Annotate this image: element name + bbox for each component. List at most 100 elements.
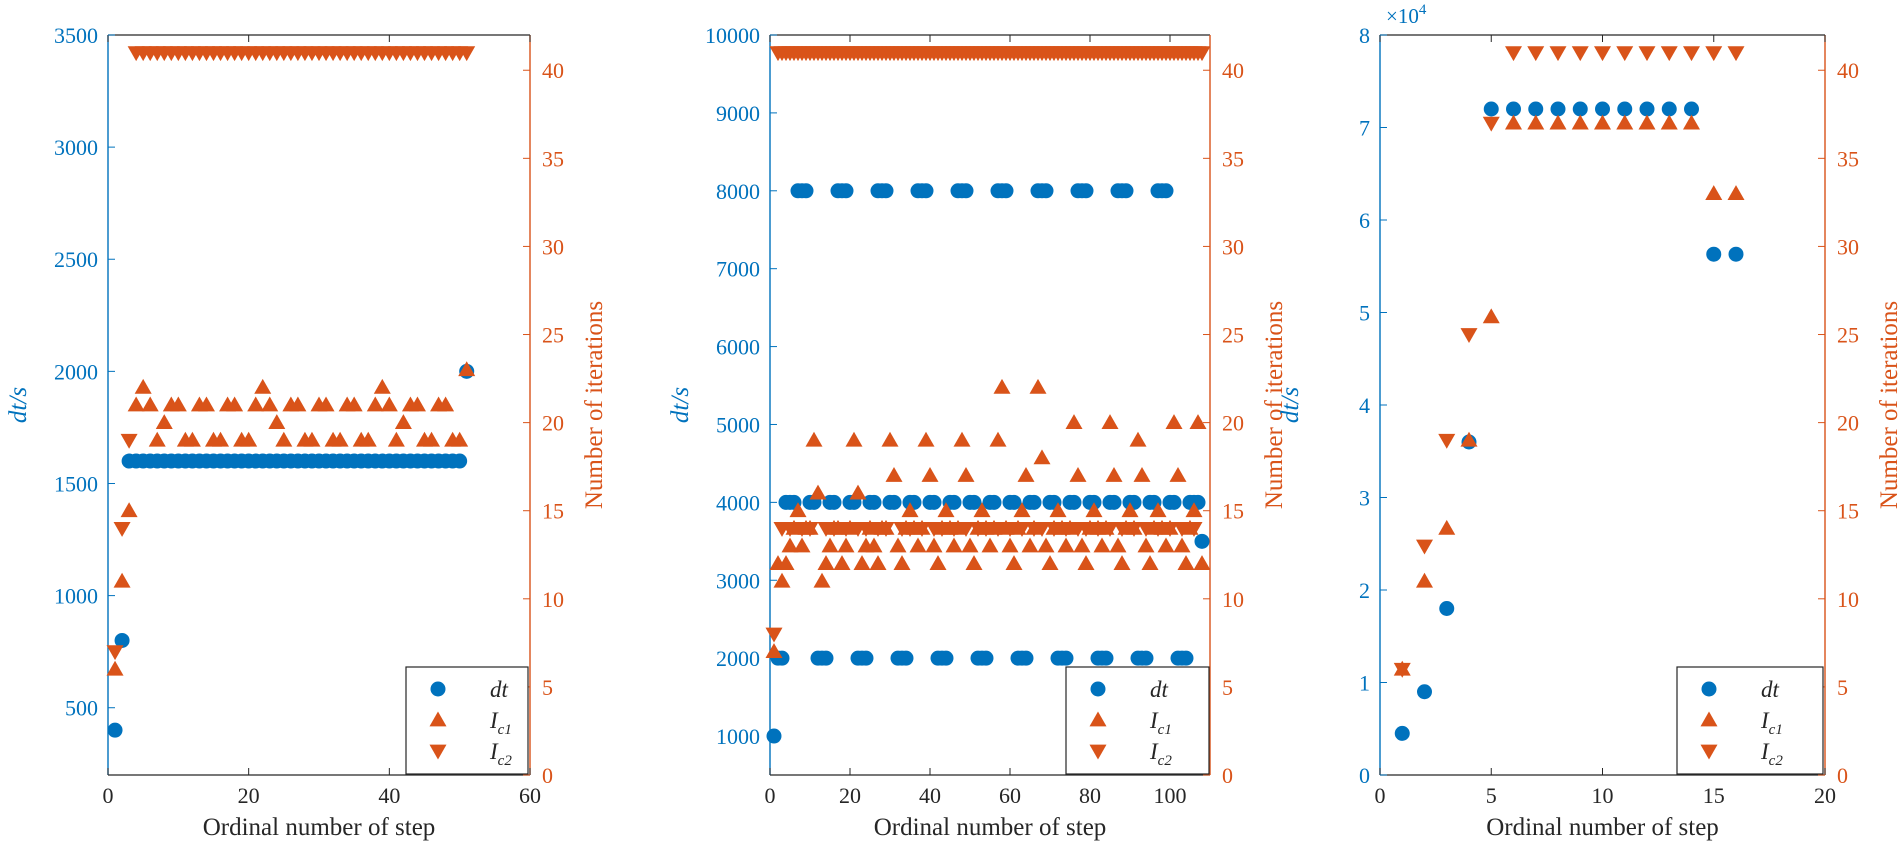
left-y-tick-label: 6000 — [716, 335, 760, 360]
legend-marker-Ic2 — [1089, 744, 1107, 760]
data-point-Ic1 — [1017, 466, 1035, 482]
data-point-Ic2-band — [913, 521, 931, 537]
right-y-tick-label: 10 — [542, 587, 564, 612]
data-point-Ic2-band — [989, 521, 1007, 537]
right-y-tick-label: 25 — [1222, 323, 1244, 348]
data-point-dt — [766, 728, 782, 744]
data-point-Ic1 — [1105, 466, 1123, 482]
right-y-tick-label: 30 — [1222, 234, 1244, 259]
data-point-dt — [1639, 101, 1655, 117]
data-point-Ic2-band — [781, 521, 799, 537]
right-y-tick-label: 0 — [1837, 763, 1848, 788]
data-point-Ic1 — [331, 431, 349, 447]
series-Ic2 — [1393, 46, 1745, 678]
left-y-tick-label: 500 — [65, 696, 98, 721]
data-point-Ic2-band — [1137, 521, 1155, 537]
data-point-Ic2 — [106, 645, 124, 661]
data-point-Ic2 — [1705, 46, 1723, 62]
data-point-Ic1 — [254, 378, 272, 394]
data-point-Ic1 — [1129, 431, 1147, 447]
data-point-dt — [1684, 101, 1699, 117]
data-point-dt — [978, 650, 994, 666]
data-point-Ic1 — [373, 378, 391, 394]
left-y-tick-label: 3000 — [716, 568, 760, 593]
data-point-Ic1 — [1177, 555, 1195, 570]
data-point-Ic2 — [1683, 46, 1700, 62]
data-point-Ic1 — [394, 414, 412, 429]
data-point-dt — [966, 494, 982, 510]
data-point-dt — [898, 650, 914, 666]
data-point-dt — [1728, 246, 1744, 262]
data-point-dt — [1506, 101, 1521, 117]
right-y-tick-label: 15 — [542, 499, 564, 524]
right-y-tick-label: 10 — [1837, 587, 1859, 612]
data-point-dt — [998, 183, 1014, 199]
x-tick-label: 60 — [999, 783, 1021, 808]
series-Ic2 — [765, 46, 1211, 643]
data-point-dt — [1417, 684, 1432, 700]
data-point-dt — [1439, 601, 1455, 616]
legend-marker-Ic1 — [429, 711, 447, 727]
data-point-Ic2-band — [1113, 521, 1131, 537]
data-point-Ic1 — [957, 466, 975, 482]
right-y-axis-label: Number of iterations — [1261, 301, 1288, 509]
left-y-tick-label: 3000 — [54, 135, 98, 160]
data-point-Ic2 — [113, 521, 131, 537]
data-point-Ic1 — [1438, 519, 1456, 535]
data-point-dt — [1078, 183, 1094, 199]
right-y-axis-label: Number of iterations — [581, 301, 608, 509]
legend-label-dt: dt — [1150, 677, 1169, 702]
data-point-Ic2-band — [801, 521, 819, 537]
data-point-Ic1 — [937, 502, 955, 518]
data-point-Ic1 — [275, 431, 293, 447]
legend-box — [1065, 666, 1210, 775]
right-y-tick-label: 0 — [542, 763, 553, 788]
left-y-tick-label: 6 — [1359, 208, 1370, 233]
data-point-Ic1 — [1001, 537, 1019, 553]
data-point-Ic1 — [1660, 114, 1678, 130]
data-point-Ic2-band — [1089, 521, 1107, 537]
data-point-Ic1 — [1416, 572, 1433, 588]
data-point-Ic1 — [1482, 308, 1500, 324]
data-point-dt — [1194, 533, 1210, 549]
data-point-dt — [1058, 650, 1074, 666]
data-point-Ic1 — [1165, 414, 1183, 429]
x-tick-label: 5 — [1486, 783, 1497, 808]
x-tick-label: 100 — [1154, 783, 1187, 808]
data-point-dt — [1166, 494, 1182, 510]
data-point-Ic2-band — [837, 521, 855, 537]
left-y-axis-label: dt/s — [5, 387, 32, 423]
data-point-Ic1 — [945, 537, 963, 553]
legend-marker-Ic2 — [429, 744, 447, 760]
data-point-Ic1 — [1616, 114, 1634, 130]
data-point-dt — [826, 494, 842, 510]
chart-panel-1: 0 20 40 60 500 1000 1500 2000 2500 3000 3500 0 5 10 15… — [5, 23, 608, 841]
data-point-Ic2-band — [1173, 521, 1191, 537]
data-point-Ic2-band — [1045, 521, 1063, 537]
data-point-Ic1 — [805, 431, 823, 447]
right-y-tick-label: 25 — [1837, 323, 1859, 348]
data-point-Ic1 — [380, 396, 398, 412]
left-y-tick-label: 1 — [1359, 671, 1370, 696]
data-point-dt — [1098, 650, 1114, 666]
data-point-Ic1 — [1571, 114, 1589, 130]
left-y-axis-label: dt/s — [1277, 387, 1304, 423]
data-point-Ic1 — [423, 431, 441, 447]
right-y-tick-label: 40 — [1222, 58, 1244, 83]
data-point-Ic2-band — [1057, 521, 1075, 537]
right-y-tick-label: 15 — [1837, 499, 1859, 524]
chart-panel-3: 0 5 10 15 200123456780510152025303540×104Ord… — [1277, 2, 1900, 841]
data-point-dt — [1118, 183, 1134, 199]
data-point-Ic1 — [317, 396, 335, 412]
right-y-tick-label: 0 — [1222, 763, 1233, 788]
data-point-Ic1 — [1189, 414, 1207, 429]
data-point-dt — [866, 494, 882, 510]
data-point-dt — [1550, 101, 1566, 117]
data-point-Ic1 — [106, 660, 124, 676]
series-dt — [1394, 101, 1744, 741]
data-point-dt — [926, 494, 942, 510]
left-y-tick-label: 3500 — [54, 23, 98, 48]
left-y-tick-label: 7 — [1359, 116, 1370, 141]
legend-label-dt: dt — [490, 677, 509, 702]
